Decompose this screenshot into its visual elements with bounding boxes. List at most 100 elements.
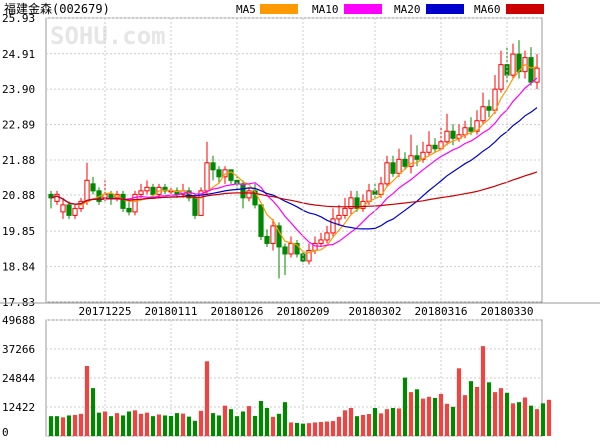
ma20-line — [50, 107, 538, 230]
volume-bar — [384, 409, 390, 436]
candle-body — [528, 57, 534, 83]
volume-bar — [522, 397, 528, 436]
candle-body — [498, 64, 504, 90]
volume-bar — [426, 396, 432, 436]
candle-body — [408, 155, 414, 167]
candle-body — [366, 190, 372, 202]
date-tick-label: 20180126 — [211, 305, 264, 318]
candle-body — [258, 204, 264, 237]
volume-bar — [354, 416, 360, 436]
price-tick-label: 24.91 — [2, 48, 35, 61]
price-axis: 25.93 24.91 23.90 22.89 21.88 20.88 19.85 18.84… — [2, 12, 35, 309]
chart-header: 福建金森(002679) MA5 MA10 MA20 MA60 — [4, 1, 544, 16]
volume-bar — [198, 410, 204, 436]
volume-bar — [66, 415, 72, 436]
volume-bar — [120, 415, 126, 436]
volume-bar — [390, 407, 396, 436]
volume-tick-label: 49688 — [2, 314, 35, 327]
candle-body — [108, 193, 114, 199]
volume-bar — [228, 409, 234, 436]
legend-label: MA5 — [236, 3, 256, 16]
volume-bar — [114, 413, 120, 436]
candle-body — [300, 253, 306, 262]
volume-bar — [186, 416, 192, 436]
volume-tick-label: 37266 — [2, 343, 35, 356]
volume-bar — [318, 421, 324, 436]
volume-tick-label: 0 — [2, 426, 9, 439]
volume-bar — [546, 399, 552, 436]
volume-bar — [432, 397, 438, 436]
volume-bar — [516, 402, 522, 436]
legend-label: MA10 — [312, 3, 339, 16]
candle-body — [342, 207, 348, 216]
date-tick-label: 20171225 — [79, 305, 132, 318]
volume-bar — [402, 377, 408, 436]
volume-grid — [45, 319, 543, 437]
volume-bar — [366, 414, 372, 436]
volume-bar — [252, 415, 258, 436]
date-axis: 20171225 20180111 20180126 20180209 20180302… — [0, 18, 600, 436]
candle-body — [414, 155, 420, 160]
candle-body — [306, 249, 312, 262]
candle-body — [402, 158, 408, 167]
candlesticks — [48, 40, 540, 279]
legend: MA5 MA10 MA20 MA60 — [236, 3, 544, 16]
candle-body — [246, 190, 252, 199]
chart-title: 福建金森(002679) — [4, 1, 110, 16]
price-tick-label: 18.84 — [2, 261, 35, 274]
volume-bar — [174, 413, 180, 436]
candle-body — [192, 197, 198, 216]
date-tick-label: 20180330 — [481, 305, 534, 318]
candle-body — [486, 106, 492, 111]
volume-bar — [342, 410, 348, 436]
ma10-line — [50, 77, 538, 247]
volume-bar — [108, 416, 114, 436]
candle-body — [60, 204, 66, 213]
candle-body — [162, 186, 168, 192]
date-tick-label: 20180316 — [415, 305, 468, 318]
candle-body — [288, 242, 294, 255]
volume-bar — [528, 405, 534, 436]
candle-body — [240, 183, 246, 199]
volume-bar — [336, 416, 342, 436]
legend-label: MA20 — [394, 3, 421, 16]
candle-body — [456, 134, 462, 139]
volume-bar — [162, 415, 168, 436]
volume-bar — [396, 408, 402, 436]
candle-body — [426, 144, 432, 153]
volume-axis: 49688 37266 24844 12422 0 — [2, 314, 35, 439]
candle-body — [384, 162, 390, 185]
volume-bar — [414, 389, 420, 436]
volume-bar — [132, 410, 138, 436]
volume-bar — [312, 422, 318, 436]
volume-bar — [48, 416, 54, 436]
price-tick-label: 25.93 — [2, 12, 35, 25]
candle-body — [294, 242, 300, 255]
price-grid — [45, 17, 543, 303]
volume-bar — [348, 407, 354, 436]
volume-bar — [246, 406, 252, 436]
volume-bar — [498, 388, 504, 436]
volume-bar — [222, 405, 228, 436]
candle-body — [282, 246, 288, 255]
legend-swatch — [426, 4, 464, 14]
volume-bar — [192, 420, 198, 436]
volume-bar — [168, 415, 174, 436]
candle-body — [276, 225, 282, 248]
volume-bar — [78, 413, 84, 436]
watermark: SOHU.com — [50, 22, 166, 50]
volume-bar — [474, 386, 480, 436]
candle-body — [54, 193, 60, 202]
volume-bar — [288, 422, 294, 436]
candle-body — [228, 169, 234, 181]
volume-bar — [324, 421, 330, 436]
volume-bar — [210, 413, 216, 436]
candle-body — [444, 130, 450, 143]
candle-body — [432, 144, 438, 150]
volume-tick-label: 12422 — [2, 401, 35, 414]
date-tick-label: 20180209 — [277, 305, 330, 318]
volume-bar — [486, 382, 492, 436]
volume-bar — [90, 388, 96, 436]
